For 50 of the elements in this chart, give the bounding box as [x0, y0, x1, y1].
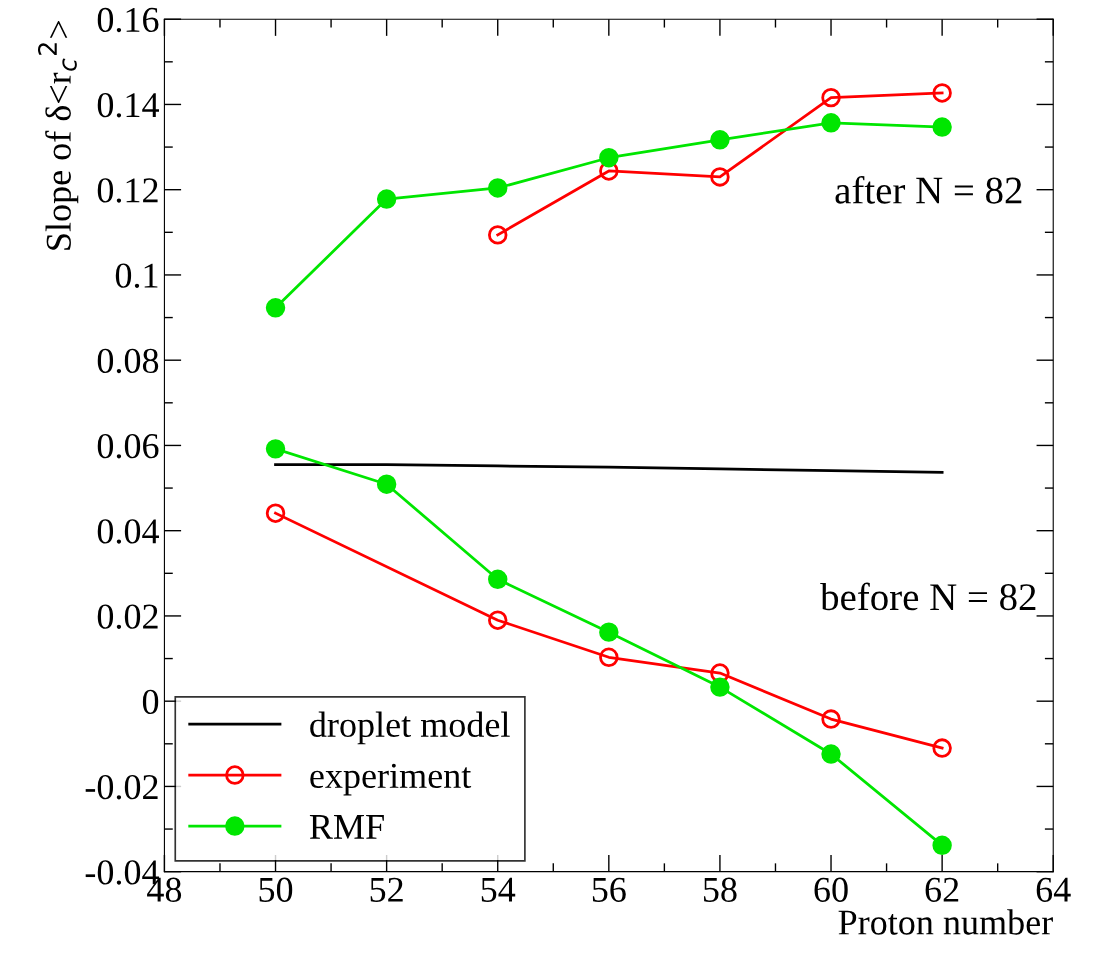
point [599, 622, 619, 642]
x-axis-title: Proton number [838, 909, 1053, 935]
point [821, 709, 841, 729]
point [488, 178, 508, 198]
x-tick-label: 54 [481, 877, 516, 902]
annotation: before N = 82 [820, 582, 1036, 611]
x-tick-label: 50 [259, 877, 293, 902]
point [265, 298, 286, 318]
annotation: after N = 82 [835, 175, 1022, 204]
x-tick-label: 60 [814, 877, 848, 902]
x-tick-label: 52 [370, 877, 403, 902]
y-tick-label: 0.06 [97, 433, 159, 459]
y-axis-title: Slope of δ<r$_{c}$$^{2}$> [37, 21, 79, 250]
point [265, 503, 286, 523]
y-tick-label: 0.14 [97, 92, 159, 118]
point [488, 225, 508, 245]
y-tick-label: 0.12 [97, 178, 158, 203]
point [710, 663, 730, 683]
point [488, 610, 508, 630]
point [821, 87, 841, 108]
legend-label: droplet model [310, 711, 510, 745]
point [710, 167, 730, 187]
point [821, 744, 841, 764]
legend-label: experiment [310, 763, 472, 796]
y-tick-label: 0 [142, 689, 159, 715]
y-tick-label: 0.1 [115, 263, 158, 288]
point [488, 569, 508, 589]
point [599, 647, 619, 668]
point [710, 130, 730, 150]
legend-label: RMF [309, 815, 384, 839]
y-tick-label: 0.08 [97, 348, 159, 374]
y-tick-label: 0.02 [97, 604, 158, 629]
x-tick-label: 56 [592, 877, 626, 902]
x-tick-label: 64 [1036, 877, 1071, 902]
point [821, 113, 841, 133]
point [265, 439, 286, 459]
line-series [274, 463, 944, 474]
y-tick-label: 0.16 [97, 7, 159, 33]
point [376, 189, 397, 209]
y-tick-label: 0.04 [97, 519, 159, 544]
y-tick-label: -0.02 [85, 774, 158, 800]
point [932, 835, 952, 855]
x-tick-label: 62 [925, 877, 959, 902]
point [710, 677, 730, 697]
point [932, 117, 952, 137]
point [932, 83, 952, 103]
point [932, 738, 952, 758]
point [599, 148, 619, 168]
point [376, 474, 397, 494]
x-tick-label: 58 [703, 877, 737, 902]
